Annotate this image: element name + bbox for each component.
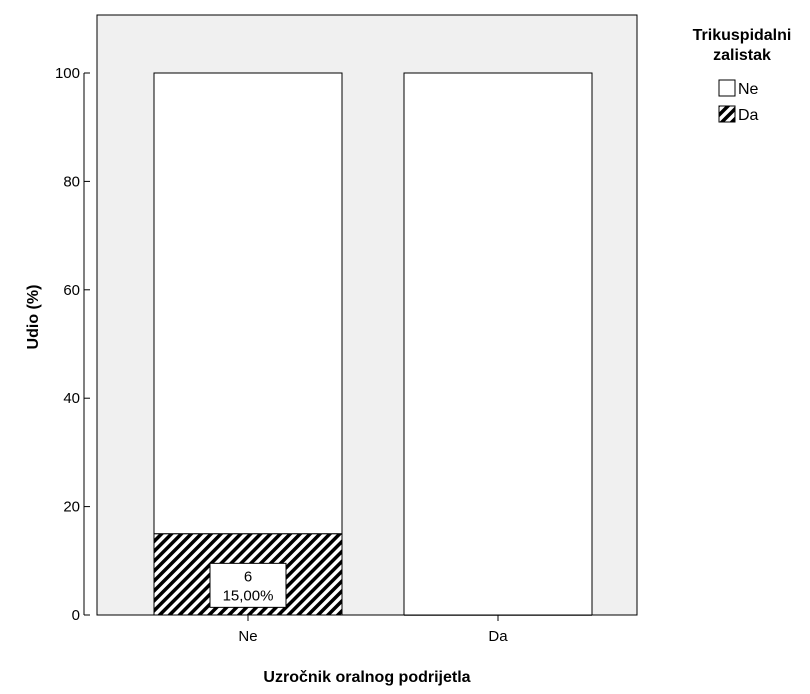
legend-swatch-da <box>718 105 736 123</box>
y-tick-label: 80 <box>63 173 80 190</box>
x-axis-title: Uzročnik oralnog podrijetla <box>263 669 470 686</box>
x-tick-label: Ne <box>238 628 257 645</box>
y-tick-label: 100 <box>55 65 80 82</box>
x-axis: Ne Da <box>238 615 508 645</box>
legend-swatch-ne <box>718 79 736 97</box>
legend-label-da: Da <box>738 107 759 124</box>
y-tick-label: 0 <box>72 607 80 624</box>
bar-da-ne <box>403 72 593 616</box>
legend: Trikuspidalni zalistak Ne Da <box>693 27 792 124</box>
y-tick-label: 20 <box>63 499 80 516</box>
bars <box>153 72 593 616</box>
legend-title-line-2: zalistak <box>713 47 771 64</box>
bar-ne-ne <box>153 72 343 535</box>
y-tick-label: 60 <box>63 282 80 299</box>
y-axis-title: Udio (%) <box>25 285 42 350</box>
y-axis: 0 20 40 60 80 100 <box>55 65 90 624</box>
x-tick-label: Da <box>488 628 508 645</box>
y-tick-label: 40 <box>63 390 80 407</box>
data-label-box <box>209 562 287 608</box>
legend-title-line-1: Trikuspidalni <box>693 27 792 44</box>
data-label-percent: 15,00% <box>223 587 274 604</box>
data-label-count: 6 <box>244 568 252 585</box>
data-labels: 6 15,00% <box>209 562 287 608</box>
legend-label-ne: Ne <box>738 81 759 98</box>
